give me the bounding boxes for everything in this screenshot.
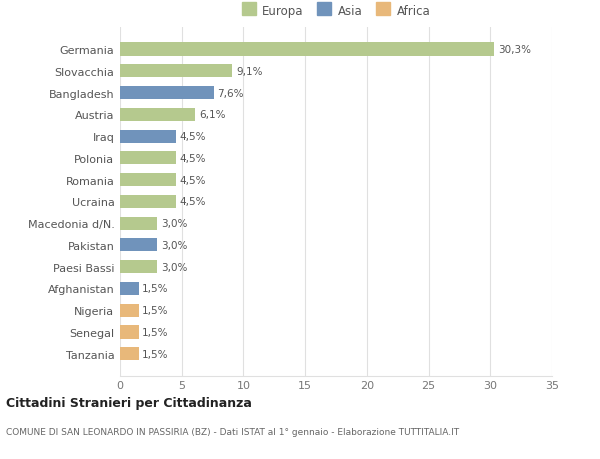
- Text: 4,5%: 4,5%: [179, 197, 206, 207]
- Text: 3,0%: 3,0%: [161, 262, 187, 272]
- Bar: [120, 304, 139, 317]
- Bar: [120, 217, 157, 230]
- Text: 30,3%: 30,3%: [497, 45, 530, 55]
- Text: 9,1%: 9,1%: [236, 67, 263, 77]
- Bar: [120, 239, 157, 252]
- Bar: [120, 130, 176, 143]
- Bar: [120, 109, 195, 122]
- Text: COMUNE DI SAN LEONARDO IN PASSIRIA (BZ) - Dati ISTAT al 1° gennaio - Elaborazion: COMUNE DI SAN LEONARDO IN PASSIRIA (BZ) …: [6, 427, 459, 436]
- Text: 3,0%: 3,0%: [161, 218, 187, 229]
- Legend: Europa, Asia, Africa: Europa, Asia, Africa: [242, 5, 430, 18]
- Bar: [120, 174, 176, 187]
- Bar: [120, 326, 139, 339]
- Text: 7,6%: 7,6%: [218, 89, 244, 98]
- Text: 1,5%: 1,5%: [142, 327, 169, 337]
- Text: 1,5%: 1,5%: [142, 284, 169, 294]
- Bar: [120, 196, 176, 208]
- Bar: [120, 152, 176, 165]
- Text: 1,5%: 1,5%: [142, 349, 169, 359]
- Bar: [120, 65, 232, 78]
- Bar: [120, 347, 139, 360]
- Bar: [120, 261, 157, 274]
- Text: 6,1%: 6,1%: [199, 110, 226, 120]
- Bar: [120, 44, 494, 56]
- Text: 4,5%: 4,5%: [179, 153, 206, 163]
- Text: 1,5%: 1,5%: [142, 306, 169, 315]
- Text: 3,0%: 3,0%: [161, 241, 187, 251]
- Bar: [120, 282, 139, 295]
- Text: 4,5%: 4,5%: [179, 132, 206, 142]
- Text: 4,5%: 4,5%: [179, 175, 206, 185]
- Bar: [120, 87, 214, 100]
- Text: Cittadini Stranieri per Cittadinanza: Cittadini Stranieri per Cittadinanza: [6, 396, 252, 409]
